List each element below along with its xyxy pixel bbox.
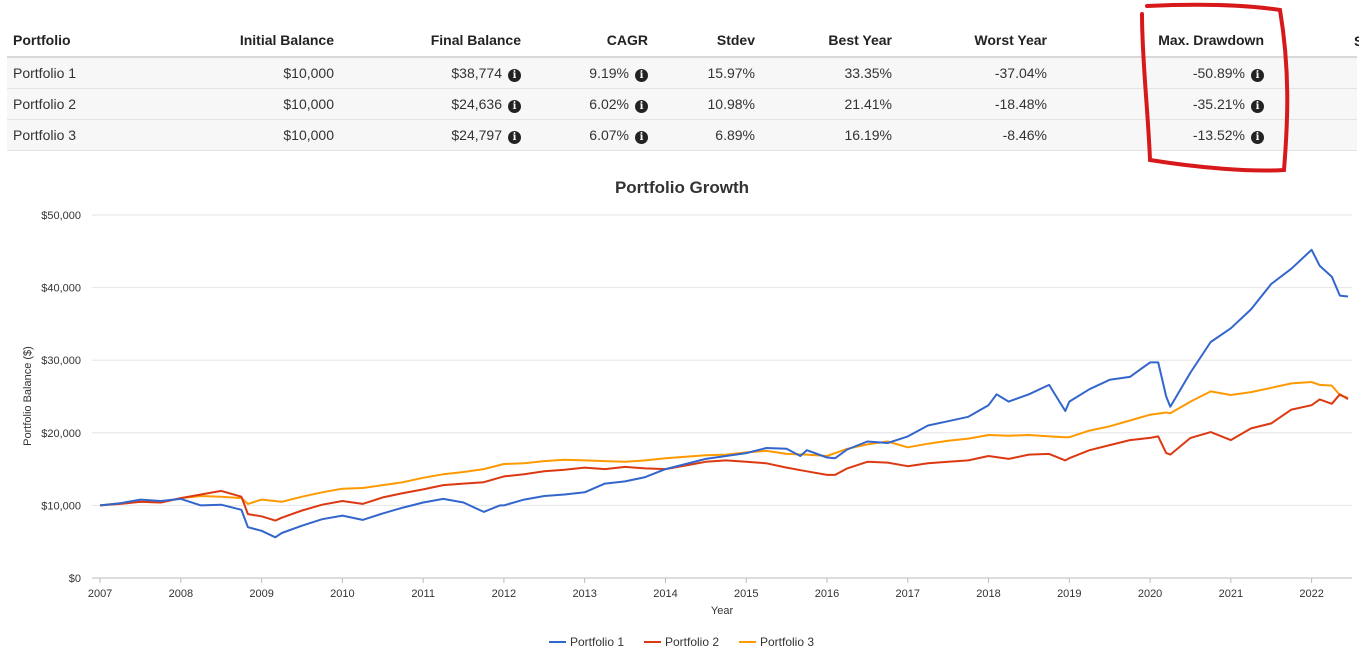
y-tick-label: $20,000 (41, 428, 81, 440)
table-row: Portfolio 1 $10,000 $38,774 i 9.19% i 15.9… (7, 57, 1357, 89)
cell-portfolio-name: Portfolio 2 (7, 88, 147, 120)
header-best-year: Best Year (761, 24, 898, 58)
cell-stdev: 10.98% (654, 88, 761, 120)
cell-portfolio-name: Portfolio 1 (7, 57, 147, 89)
header-initial-balance: Initial Balance (147, 24, 340, 58)
header-cagr: CAGR (527, 24, 654, 58)
cell-final-balance: $24,797 i (340, 119, 527, 151)
header-max-drawdown: Max. Drawdown (1053, 24, 1270, 58)
x-axis-label: Year (711, 605, 734, 617)
x-tick-label: 2012 (492, 588, 516, 600)
cell-stdev: 6.89% (654, 119, 761, 151)
info-icon[interactable]: i (508, 130, 521, 144)
x-tick-label: 2020 (1138, 588, 1162, 600)
info-icon[interactable]: i (1251, 130, 1264, 144)
y-tick-label: $0 (69, 573, 81, 585)
x-tick-label: 2016 (815, 588, 839, 600)
cell-cagr: 9.19% i (527, 57, 654, 89)
cell-best-year: 33.35% (761, 57, 898, 89)
header-worst-year: Worst Year (898, 24, 1053, 58)
series-line-portfolio-2 (100, 393, 1349, 522)
header-portfolio: Portfolio (7, 24, 147, 58)
series-line-portfolio-1 (99, 248, 1349, 539)
cell-cagr: 6.02% i (527, 88, 654, 120)
cell-cagr: 6.07% i (527, 119, 654, 151)
info-icon[interactable]: i (635, 130, 648, 144)
cell-worst-year: -8.46% (898, 119, 1053, 151)
performance-table: Portfolio Initial Balance Final Balance … (7, 24, 1357, 151)
info-icon[interactable]: i (635, 68, 648, 82)
y-tick-label: $40,000 (41, 283, 81, 295)
info-icon[interactable]: i (635, 99, 648, 113)
series-line-portfolio-3 (99, 381, 1349, 507)
x-tick-label: 2008 (169, 588, 193, 600)
x-tick-label: 2009 (249, 588, 273, 600)
cell-initial-balance: $10,000 (147, 57, 340, 89)
info-icon[interactable]: i (1251, 99, 1264, 113)
legend-label-portfolio-1: Portfolio 1 (570, 635, 624, 649)
table-row: Portfolio 3 $10,000 $24,797 i 6.07% i 6.89… (7, 119, 1357, 151)
x-tick-label: 2011 (411, 588, 435, 600)
cell-best-year: 16.19% (761, 119, 898, 151)
cell-final-balance: $24,636 i (340, 88, 527, 120)
cell-worst-year: -18.48% (898, 88, 1053, 120)
cell-portfolio-name: Portfolio 3 (7, 119, 147, 151)
x-tick-label: 2007 (88, 588, 112, 600)
header-cut-off (1270, 24, 1357, 58)
header-stdev: Stdev (654, 24, 761, 58)
cell-worst-year: -37.04% (898, 57, 1053, 89)
x-tick-label: 2017 (896, 588, 920, 600)
cell-max-drawdown: -35.21% i (1053, 88, 1270, 120)
portfolio-growth-chart: Portfolio Growth $0 $10,000 $20,000 $30,000 $… (22, 178, 1352, 649)
cell-max-drawdown: -13.52% i (1053, 119, 1270, 151)
x-tick-label: 2015 (734, 588, 758, 600)
x-tick-label: 2014 (653, 588, 677, 600)
cell-initial-balance: $10,000 (147, 119, 340, 151)
y-axis-label: Portfolio Balance ($) (22, 346, 34, 446)
y-tick-label: $10,000 (41, 500, 81, 512)
table-row: Portfolio 2 $10,000 $24,636 i 6.02% i 10.9… (7, 88, 1357, 120)
cell-final-balance: $38,774 i (340, 57, 527, 89)
cell-best-year: 21.41% (761, 88, 898, 120)
x-tick-label: 2013 (572, 588, 596, 600)
cell-initial-balance: $10,000 (147, 88, 340, 120)
x-tick-label: 2019 (1057, 588, 1081, 600)
x-tick-label: 2022 (1299, 588, 1323, 600)
chart-title: Portfolio Growth (615, 178, 749, 197)
cell-max-drawdown: -50.89% i (1053, 57, 1270, 89)
cell-stdev: 15.97% (654, 57, 761, 89)
x-tick-label: 2021 (1219, 588, 1243, 600)
info-icon[interactable]: i (1251, 68, 1264, 82)
cut-off-column-header: S (1354, 33, 1359, 49)
x-tick-label: 2018 (976, 588, 1000, 600)
header-final-balance: Final Balance (340, 24, 527, 58)
legend-label-portfolio-3: Portfolio 3 (760, 635, 814, 649)
legend-label-portfolio-2: Portfolio 2 (665, 635, 719, 649)
y-tick-label: $30,000 (41, 355, 81, 367)
info-icon[interactable]: i (508, 68, 521, 82)
y-tick-label: $50,000 (41, 210, 81, 222)
x-tick-label: 2010 (330, 588, 354, 600)
table-header-row: Portfolio Initial Balance Final Balance … (7, 24, 1357, 58)
info-icon[interactable]: i (508, 99, 521, 113)
